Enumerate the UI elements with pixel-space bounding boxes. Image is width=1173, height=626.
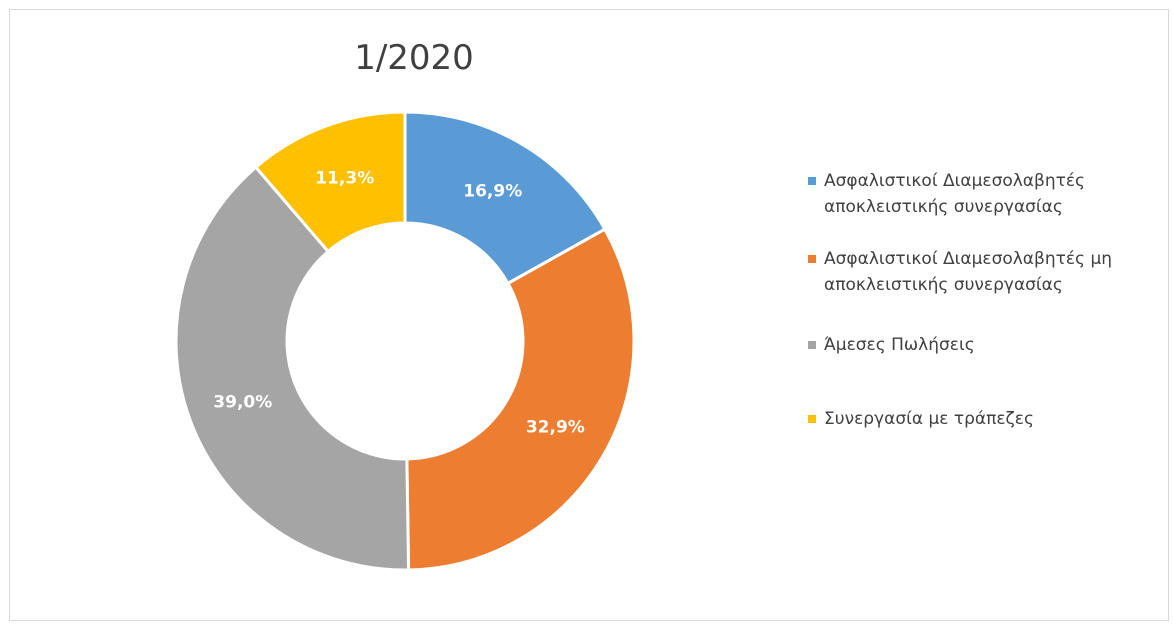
legend-label: Συνεργασία με τράπεζες [824,409,1034,429]
donut-slice [253,110,407,254]
chart-title: 1/2020 [354,38,474,78]
legend-swatch [808,415,816,423]
chart-area: 1/2020 16,9% 32,9% 39,0% 11,3% Ασφαλιστικοί… [9,9,1169,621]
data-label: 16,9% [463,181,522,201]
data-label: 32,9% [526,418,585,438]
legend-item: Συνεργασία με τράπεζες [808,406,1168,432]
legend-label: Ασφαλιστικοί Διαμεσολαβητές αποκλειστική… [824,171,1086,217]
donut-slice [403,110,607,286]
legend-item: Ασφαλιστικοί Διαμεσολαβητές μη αποκλειστ… [808,246,1168,298]
data-label: 39,0% [213,393,272,413]
donut-chart: 16,9% 32,9% 39,0% 11,3% [174,110,636,572]
legend: Ασφαλιστικοί Διαμεσολαβητές αποκλειστική… [808,168,1168,432]
legend-item: Άμεσες Πωλήσεις [808,332,1168,358]
legend-label: Άμεσες Πωλήσεις [824,335,975,355]
donut-slice [174,165,411,572]
legend-swatch [808,255,816,263]
legend-item: Ασφαλιστικοί Διαμεσολαβητές αποκλειστική… [808,168,1168,220]
donut-slice [405,227,636,572]
data-label: 11,3% [315,168,374,188]
legend-label: Ασφαλιστικοί Διαμεσολαβητές μη αποκλειστ… [824,249,1113,295]
legend-swatch [808,341,816,349]
legend-swatch [808,177,816,185]
